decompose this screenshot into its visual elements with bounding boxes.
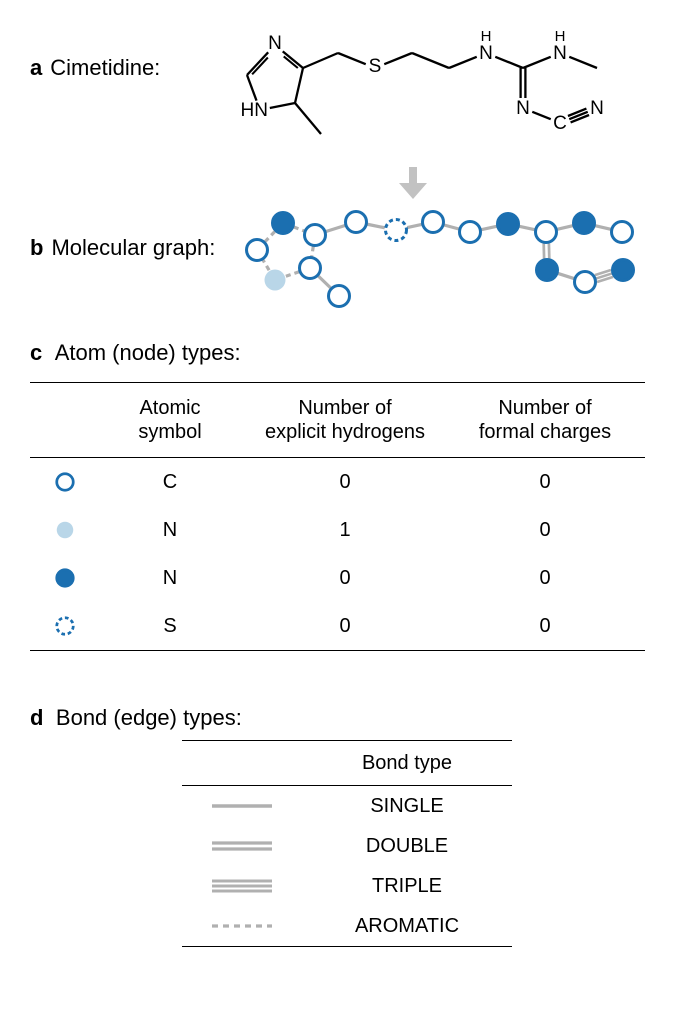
- table-cell: 0: [240, 471, 450, 494]
- chemical-structure: NHNSNHNHNCN: [225, 10, 645, 160]
- bond-type-table: Bond type SINGLE DOUBLE TRIPLE AROMATIC: [182, 740, 512, 947]
- svg-text:N: N: [553, 43, 567, 64]
- atom-legend-icon: [54, 519, 76, 541]
- table-cell: 0: [450, 471, 640, 494]
- table-cell: TRIPLE: [302, 875, 512, 898]
- table-header-cell: [30, 416, 100, 424]
- svg-text:S: S: [369, 56, 382, 77]
- panel-a-letter: a: [30, 55, 42, 81]
- table-cell: N: [100, 519, 240, 542]
- table-row: N10: [30, 506, 645, 554]
- table-header-cell: Number ofexplicit hydrogens: [240, 392, 450, 448]
- atom-legend-icon: [54, 471, 76, 493]
- table-cell: AROMATIC: [302, 915, 512, 938]
- bond-legend-icon: [207, 796, 277, 816]
- table-cell: C: [100, 471, 240, 494]
- atom-legend-icon: [54, 567, 76, 589]
- svg-text:N: N: [268, 33, 282, 54]
- molecular-graph: [225, 200, 655, 310]
- table-cell: 0: [450, 519, 640, 542]
- table-cell: 0: [240, 567, 450, 590]
- table-row: TRIPLE: [182, 866, 512, 906]
- panel-d-text: Bond (edge) types:: [56, 705, 242, 730]
- table-cell: 0: [240, 615, 450, 638]
- table-row: S00: [30, 602, 645, 650]
- table-cell: 1: [240, 519, 450, 542]
- atom-legend-icon: [54, 615, 76, 637]
- panel-a-text: Cimetidine:: [50, 55, 160, 81]
- table-row: N00: [30, 554, 645, 602]
- svg-text:H: H: [481, 28, 492, 45]
- table-row: SINGLE: [182, 786, 512, 826]
- table-cell: SINGLE: [302, 795, 512, 818]
- panel-d-label: d Bond (edge) types:: [30, 705, 242, 731]
- table-row: DOUBLE: [182, 826, 512, 866]
- table-header-cell: Bond type: [302, 752, 512, 775]
- table-header-cell: Number offormal charges: [450, 392, 640, 448]
- panel-d-letter: d: [30, 705, 43, 730]
- figure-page: a Cimetidine: NHNSNHNHNCN b Molecular gr…: [0, 0, 685, 1016]
- panel-b-text: Molecular graph:: [51, 235, 215, 261]
- svg-text:N: N: [516, 98, 530, 119]
- bond-legend-icon: [207, 836, 277, 856]
- table-header-cell: Atomicsymbol: [100, 392, 240, 448]
- svg-text:C: C: [553, 113, 567, 134]
- svg-text:H: H: [555, 28, 566, 45]
- arrow-down-icon: [395, 165, 431, 201]
- table-cell: 0: [450, 567, 640, 590]
- table-cell: DOUBLE: [302, 835, 512, 858]
- svg-text:N: N: [590, 98, 604, 119]
- table-cell: S: [100, 615, 240, 638]
- panel-c-text: Atom (node) types:: [55, 340, 241, 365]
- table-cell: 0: [450, 615, 640, 638]
- panel-c-letter: c: [30, 340, 42, 365]
- table-row: AROMATIC: [182, 906, 512, 946]
- table-row: C00: [30, 458, 645, 506]
- bond-legend-icon: [207, 916, 277, 936]
- panel-c-label: c Atom (node) types:: [30, 340, 241, 366]
- atom-type-table: AtomicsymbolNumber ofexplicit hydrogensN…: [30, 382, 645, 651]
- panel-b-letter: b: [30, 235, 43, 261]
- panel-b-label: b Molecular graph:: [30, 235, 215, 261]
- table-cell: N: [100, 567, 240, 590]
- svg-text:N: N: [479, 43, 493, 64]
- svg-text:HN: HN: [241, 100, 268, 121]
- bond-legend-icon: [207, 876, 277, 896]
- panel-a-label: a Cimetidine:: [30, 55, 160, 81]
